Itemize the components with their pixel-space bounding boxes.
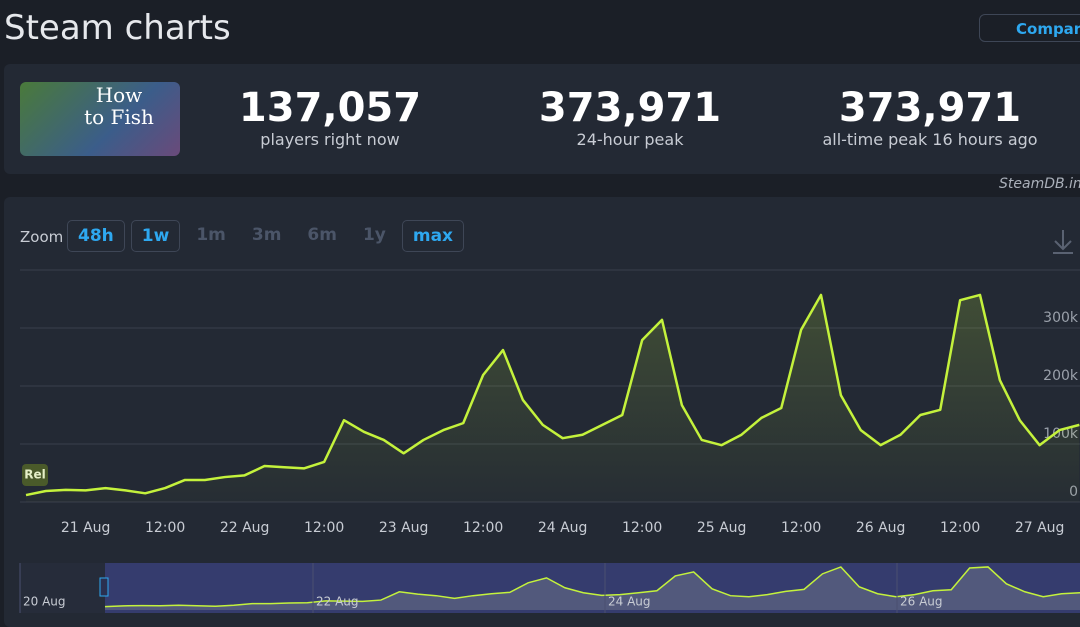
y-tick-label: 300k: [1043, 310, 1079, 326]
x-tick-label: 12:00: [145, 520, 185, 536]
stat-value: 137,057: [238, 85, 422, 131]
x-tick-label: 12:00: [304, 520, 344, 536]
zoom-button[interactable]: max: [401, 220, 465, 252]
stat-label: players right now: [260, 130, 400, 149]
x-tick-label: 26 Aug: [856, 520, 906, 536]
rel-badge-bg[interactable]: [22, 464, 48, 486]
navigator-line: [104, 566, 1080, 608]
zoom-button[interactable]: 48h: [67, 220, 125, 252]
x-tick-label: 23 Aug: [379, 520, 429, 536]
stat-value: 373,971: [838, 85, 1022, 131]
stat-value: 373,971: [538, 85, 722, 131]
game-image-text: How to Fish: [84, 83, 154, 129]
zoom-button[interactable]: 6m: [307, 225, 337, 245]
area: [26, 294, 1080, 502]
download-icon[interactable]: [1053, 230, 1073, 254]
stat-label: all-time peak 16 hours ago: [822, 130, 1038, 149]
x-tick-label: 21 Aug: [61, 520, 111, 536]
line: [25, 293, 1080, 497]
y-tick-label: 200k: [1043, 368, 1079, 384]
x-tick-label: 12:00: [622, 520, 662, 536]
zoom-button[interactable]: 1y: [362, 225, 386, 245]
compare-button[interactable]: Compare: [979, 14, 1080, 42]
x-tick-label: 12:00: [463, 520, 503, 536]
x-tick-label: 27 Aug: [1015, 520, 1065, 536]
zoom-label: Zoom: [20, 228, 64, 246]
chart-panel: [4, 197, 1080, 627]
compare-icon: [993, 18, 1011, 38]
stat: 373,971 24-hour peak: [480, 86, 780, 149]
page-title: Steam charts: [4, 8, 231, 48]
navigator-label: 24 Aug: [608, 595, 651, 609]
x-tick-label: 12:00: [940, 520, 980, 536]
navigator-handle[interactable]: [99, 577, 109, 597]
navigator-area: [105, 566, 1080, 610]
rel-badge[interactable]: Rel: [24, 468, 46, 482]
source-link[interactable]: SteamDB.info: [999, 176, 1080, 192]
navigator-label: 26 Aug: [900, 595, 943, 609]
navigator-selection[interactable]: [105, 563, 1080, 613]
x-tick-label: 22 Aug: [220, 520, 270, 536]
stat: 137,057 players right now: [180, 86, 480, 149]
zoom-button[interactable]: 1m: [196, 225, 226, 245]
stats-panel: [4, 64, 1080, 174]
stat-label: 24-hour peak: [576, 130, 684, 149]
x-tick-label: 25 Aug: [697, 520, 747, 536]
game-image[interactable]: How to Fish: [20, 82, 180, 156]
navigator-label: 22 Aug: [316, 595, 359, 609]
x-tick-label: 12:00: [781, 520, 821, 536]
stat: 373,971 all-time peak 16 hours ago: [780, 86, 1080, 149]
zoom-buttons: 48h 1w 1m 3m 6m 1y max: [67, 220, 465, 252]
x-tick-label: 24 Aug: [538, 520, 588, 536]
zoom-button[interactable]: 1w: [130, 220, 181, 252]
zoom-button[interactable]: 3m: [251, 225, 282, 245]
navigator-label: 20 Aug: [23, 595, 66, 609]
